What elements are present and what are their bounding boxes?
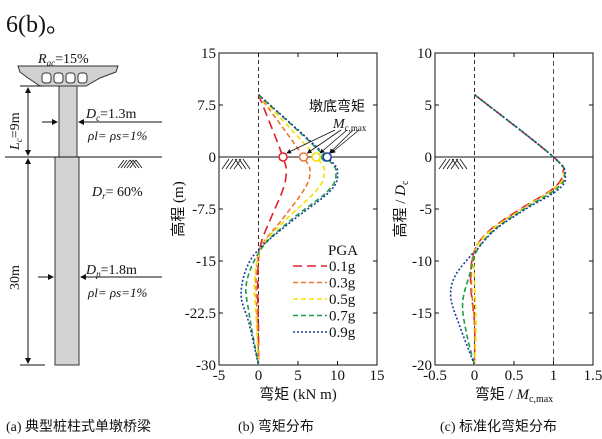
y-tick-label: 7.5 <box>197 98 216 114</box>
plot-frame <box>434 52 594 366</box>
pier-column <box>58 85 78 158</box>
y-tick-label: 15 <box>201 46 216 62</box>
x-tick-label: -5 <box>213 368 226 384</box>
series-line-0.5g <box>472 93 566 366</box>
caption-c: (c) 标准化弯矩分布 <box>440 420 558 435</box>
soil-hatch-icon <box>438 158 468 170</box>
legend-label-0.7g: 0.7g <box>329 309 356 325</box>
annotation-arrow <box>330 129 360 154</box>
x-tick-label: 15 <box>370 368 385 384</box>
annotation-symbol: Mc,max <box>332 117 367 133</box>
mc-max-marker-0.9g <box>322 152 332 162</box>
caption-b: (b) 弯矩分布 <box>238 420 314 435</box>
series-line-0.3g <box>255 94 311 366</box>
x-tick-label: 0 <box>255 368 263 384</box>
series-line-0.9g <box>449 93 567 366</box>
legend-label-0.5g: 0.5g <box>329 292 356 308</box>
series-line-0.9g <box>240 94 339 366</box>
y-tick-label: 5 <box>425 98 433 114</box>
moment-distribution-chart: -5 0 5 10 15 15 7.5 0 -7.5 -15 -22.5 -30 弯矩 (kN m) 高程… <box>170 46 385 403</box>
x-tick-label: 1 <box>550 368 558 384</box>
pier-diagram: Rac=15% Lc=9m Dc=1.3m ρl= ρs=1% Dr= 60% … <box>5 52 162 366</box>
pile-length-label: 30m <box>8 265 23 290</box>
y-tick-label: -5 <box>420 202 433 218</box>
x-tick-label: 5 <box>294 368 302 384</box>
pile-reinforcement-label: ρl= ρs=1% <box>87 285 147 300</box>
annotation-arrow <box>286 129 336 154</box>
legend-label-0.3g: 0.3g <box>329 276 356 292</box>
pile <box>54 156 80 366</box>
y-tick-label: -7.5 <box>192 202 216 218</box>
x-tick-label: 0 <box>471 368 479 384</box>
y-tick-label: 10 <box>417 46 432 62</box>
x-tick-label: 10 <box>330 368 345 384</box>
normalized-moment-chart: -0.5 0 0.5 1 1.5 10 5 0 -5 -10 -15 -20 弯矩 / Mc,max 高程… <box>392 46 602 405</box>
mc-max-marker-0.1g <box>278 152 288 162</box>
mc-max-marker-0.3g <box>298 152 309 162</box>
series-line-0.7g <box>461 93 566 366</box>
y-axis-label: 高程 / Dc <box>392 180 411 238</box>
y-tick-label: -10 <box>412 254 432 270</box>
y-tick-label: -30 <box>196 358 216 374</box>
column-length-label: Lc=9m <box>8 112 24 151</box>
column-reinforcement-label: ρl= ρs=1% <box>87 128 147 143</box>
relative-density-label: Dr= 60% <box>91 185 143 201</box>
series-line-0.1g <box>256 94 288 366</box>
deck-label: Rac=15% <box>37 52 89 68</box>
soil-hatch-icon <box>117 159 143 169</box>
leading-text: 6(b)。 <box>6 12 70 38</box>
pile-diameter-label: Dp=1.8m <box>85 263 137 279</box>
x-axis-label: 弯矩 / Mc,max <box>475 386 553 405</box>
y-tick-label: -22.5 <box>185 306 216 322</box>
soil-hatch-icon <box>221 158 251 170</box>
y-tick-label: -15 <box>196 254 216 270</box>
annotation-arrow <box>319 129 348 154</box>
series-line-0.5g <box>253 94 326 366</box>
caption-a: (a) 典型桩柱式单墩桥梁 <box>6 420 152 435</box>
x-tick-label: -0.5 <box>423 368 447 384</box>
y-axis-label: 高程 (m) <box>170 181 187 236</box>
series-line-0.7g <box>244 94 337 366</box>
y-tick-label: -20 <box>412 358 432 374</box>
x-axis-label: 弯矩 (kN m) <box>259 386 337 403</box>
y-tick-label: -15 <box>412 306 432 322</box>
y-tick-label: 0 <box>209 150 217 166</box>
legend-label-0.1g: 0.1g <box>329 259 356 275</box>
annotation-label: 墩底弯矩 <box>309 98 365 115</box>
mc-max-marker-0.5g <box>311 152 321 162</box>
y-tick-label: 0 <box>425 150 433 166</box>
annotation-arrow <box>306 129 342 154</box>
legend-title: PGA <box>328 243 358 259</box>
x-tick-label: 1.5 <box>584 368 602 384</box>
series-line-0.3g <box>470 93 566 366</box>
legend-label-0.9g: 0.9g <box>329 325 356 341</box>
series-line-0.1g <box>469 93 565 366</box>
x-tick-label: 0.5 <box>505 368 524 384</box>
column-diameter-label: Dc=1.3m <box>85 107 137 123</box>
